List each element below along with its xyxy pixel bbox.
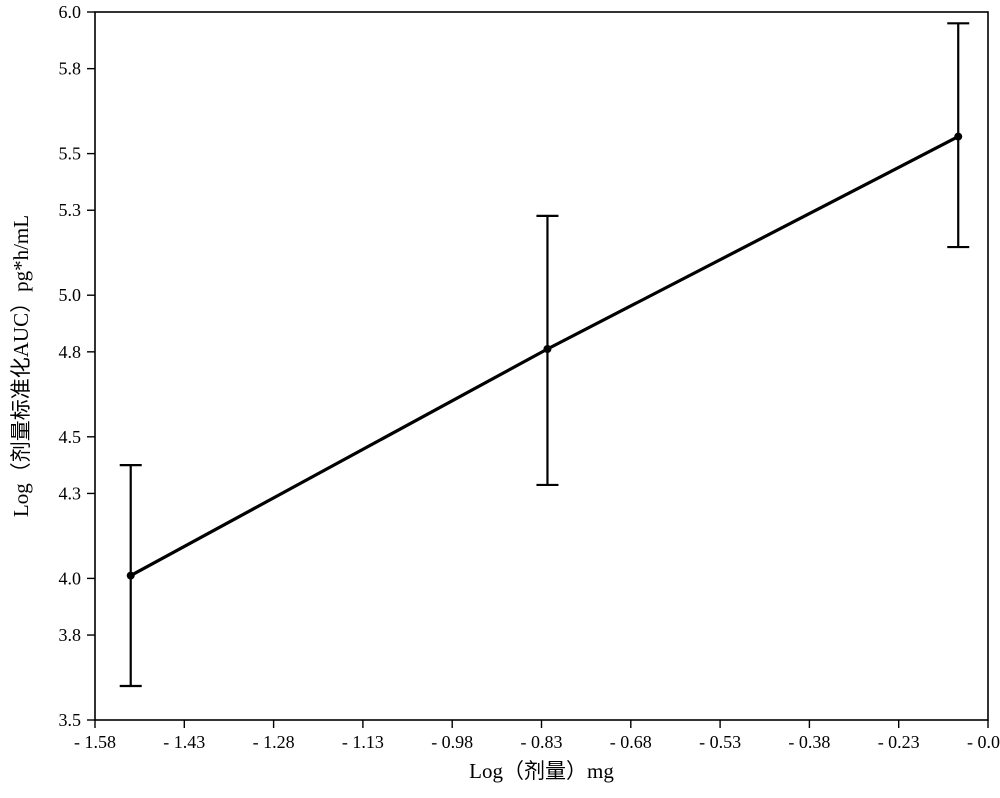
data-marker: [954, 133, 962, 141]
y-tick-label: 4.5: [59, 427, 82, 447]
x-tick-label: - 0.98: [431, 732, 473, 752]
y-tick-label: 5.8: [59, 59, 82, 79]
y-tick-label: 4.3: [59, 483, 82, 503]
x-tick-label: - 1.13: [342, 732, 384, 752]
x-tick-label: - 0.68: [610, 732, 652, 752]
y-tick-label: 6.0: [59, 2, 82, 22]
x-tick-label: - 0.38: [788, 732, 830, 752]
data-marker: [543, 345, 551, 353]
y-tick-label: 4.0: [59, 568, 82, 588]
x-axis-label: Log（剂量）mg: [469, 759, 614, 783]
x-tick-label: - 1.43: [163, 732, 205, 752]
line-chart: - 1.58 - 1.43 - 1.28 - 1.13 - 0.98 - 0.83 - 0.…: [0, 0, 1000, 798]
x-tick-label: - 0.83: [521, 732, 563, 752]
y-tick-label: 5.0: [59, 285, 82, 305]
x-tick-label: - 0.23: [878, 732, 920, 752]
data-marker: [127, 572, 135, 580]
y-tick-label: 4.8: [59, 342, 82, 362]
x-tick-label: - 1.28: [253, 732, 295, 752]
x-tick-label: - 0.08: [967, 732, 1000, 752]
y-tick-label: 3.5: [59, 710, 82, 730]
y-axis-label: Log（剂量标准化AUC）pg*h/mL: [9, 215, 33, 517]
y-tick-label: 3.8: [59, 625, 82, 645]
x-tick-label: - 1.58: [74, 732, 116, 752]
chart-container: - 1.58 - 1.43 - 1.28 - 1.13 - 0.98 - 0.83 - 0.…: [0, 0, 1000, 798]
x-tick-label: - 0.53: [699, 732, 741, 752]
y-tick-label: 5.5: [59, 144, 82, 164]
y-tick-label: 5.3: [59, 200, 82, 220]
series-line: [131, 137, 959, 576]
plot-border: [95, 12, 988, 720]
